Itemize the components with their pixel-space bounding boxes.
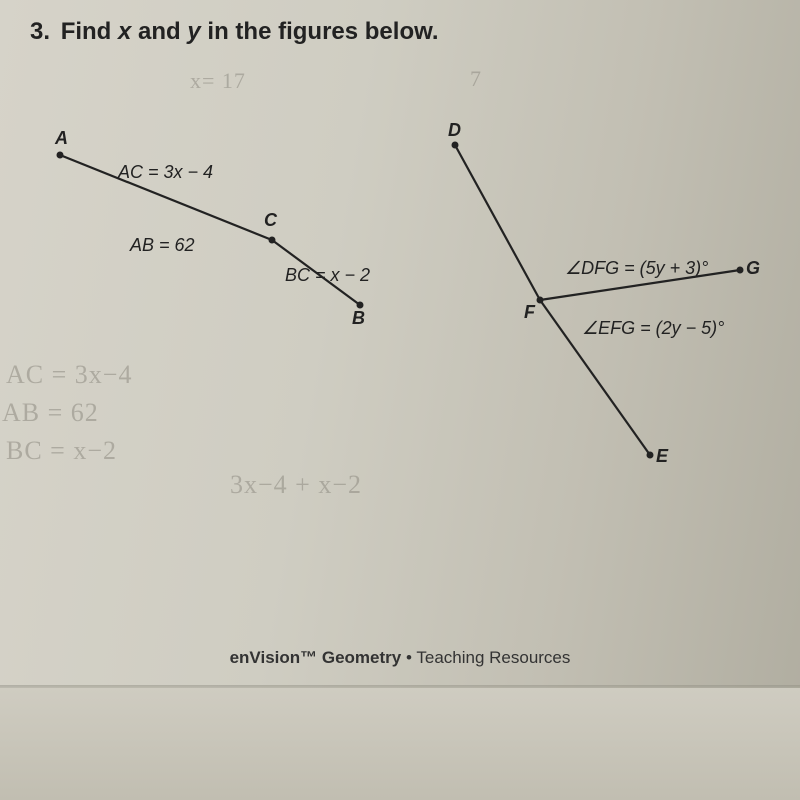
label-DFG: ∠DFG = (5y + 3)° <box>565 258 708 279</box>
footer-brand: enVision™ <box>230 648 318 667</box>
footer-subject: Geometry <box>322 648 401 667</box>
pencil-mark: AC = 3x−4 <box>6 360 132 390</box>
pencil-mark: x= 17 <box>190 68 246 94</box>
pencil-mark: 3x−4 + x−2 <box>230 470 362 500</box>
pencil-mark: AB = 62 <box>2 398 99 428</box>
pencil-mark: 7 <box>470 66 482 92</box>
point-label-D: D <box>448 120 461 141</box>
point-label-E: E <box>656 446 668 467</box>
point-label-G: G <box>746 258 760 279</box>
pencil-mark: BC = x−2 <box>6 436 117 466</box>
label-EFG: ∠EFG = (2y − 5)° <box>582 318 724 339</box>
footer-rest: Teaching Resources <box>416 648 570 667</box>
point-label-F: F <box>524 302 535 323</box>
figure-right <box>0 0 800 800</box>
footer-line: enVision™ Geometry • Teaching Resources <box>0 648 800 668</box>
footer-sep: • <box>406 648 416 667</box>
paper-bottom <box>0 688 800 800</box>
